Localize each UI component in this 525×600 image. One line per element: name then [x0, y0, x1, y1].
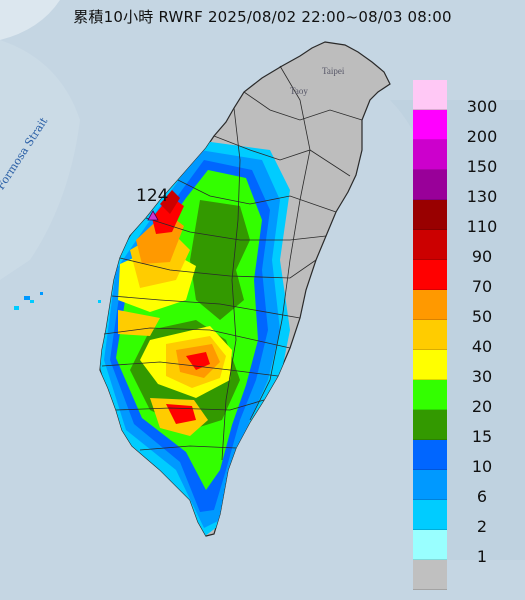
legend-label: 110	[466, 217, 498, 236]
legend-swatch	[413, 500, 447, 530]
peak-marker	[147, 210, 159, 221]
legend-swatch	[413, 560, 447, 590]
legend-label: 70	[471, 277, 493, 296]
legend-label: 50	[471, 307, 493, 326]
legend-label: 1	[476, 547, 488, 566]
legend-label: 2	[476, 517, 488, 536]
legend-label: 150	[466, 157, 498, 176]
legend-swatch	[413, 440, 447, 470]
legend-swatch	[413, 380, 447, 410]
legend-label: 15	[471, 427, 493, 446]
legend-label: 300	[466, 97, 498, 116]
legend-labels: 300 200 150 130 110 90 70 50 40 30 20 15 10 6 2 1	[452, 80, 512, 566]
legend-swatch	[413, 260, 447, 290]
legend-swatch	[413, 140, 447, 170]
legend-label: 40	[471, 337, 493, 356]
legend-label: 30	[471, 367, 493, 386]
legend-label: 6	[476, 487, 488, 506]
legend-label: 20	[471, 397, 493, 416]
legend-label: 200	[466, 127, 498, 146]
legend-swatch	[413, 410, 447, 440]
peak-value-label: 124	[136, 186, 169, 206]
legend-swatch	[413, 80, 447, 110]
legend-label: 90	[471, 247, 493, 266]
offshore-echoes	[14, 292, 101, 310]
legend-swatch	[413, 170, 447, 200]
legend-swatch	[413, 470, 447, 500]
map-title: 累積10小時 RWRF 2025/08/02 22:00~08/03 08:00	[73, 8, 452, 26]
legend-label: 10	[471, 457, 493, 476]
legend-swatch	[413, 320, 447, 350]
legend-color-bar	[413, 80, 447, 590]
legend-swatch	[413, 200, 447, 230]
legend-swatch	[413, 530, 447, 560]
legend-swatch	[413, 230, 447, 260]
legend-swatch	[413, 290, 447, 320]
legend-label: 130	[466, 187, 498, 206]
legend-swatch	[413, 110, 447, 140]
taoyuan-label: Taoy	[290, 86, 308, 96]
taipei-label: Taipei	[322, 66, 345, 76]
legend-swatch	[413, 350, 447, 380]
boundary-lines	[101, 65, 363, 461]
